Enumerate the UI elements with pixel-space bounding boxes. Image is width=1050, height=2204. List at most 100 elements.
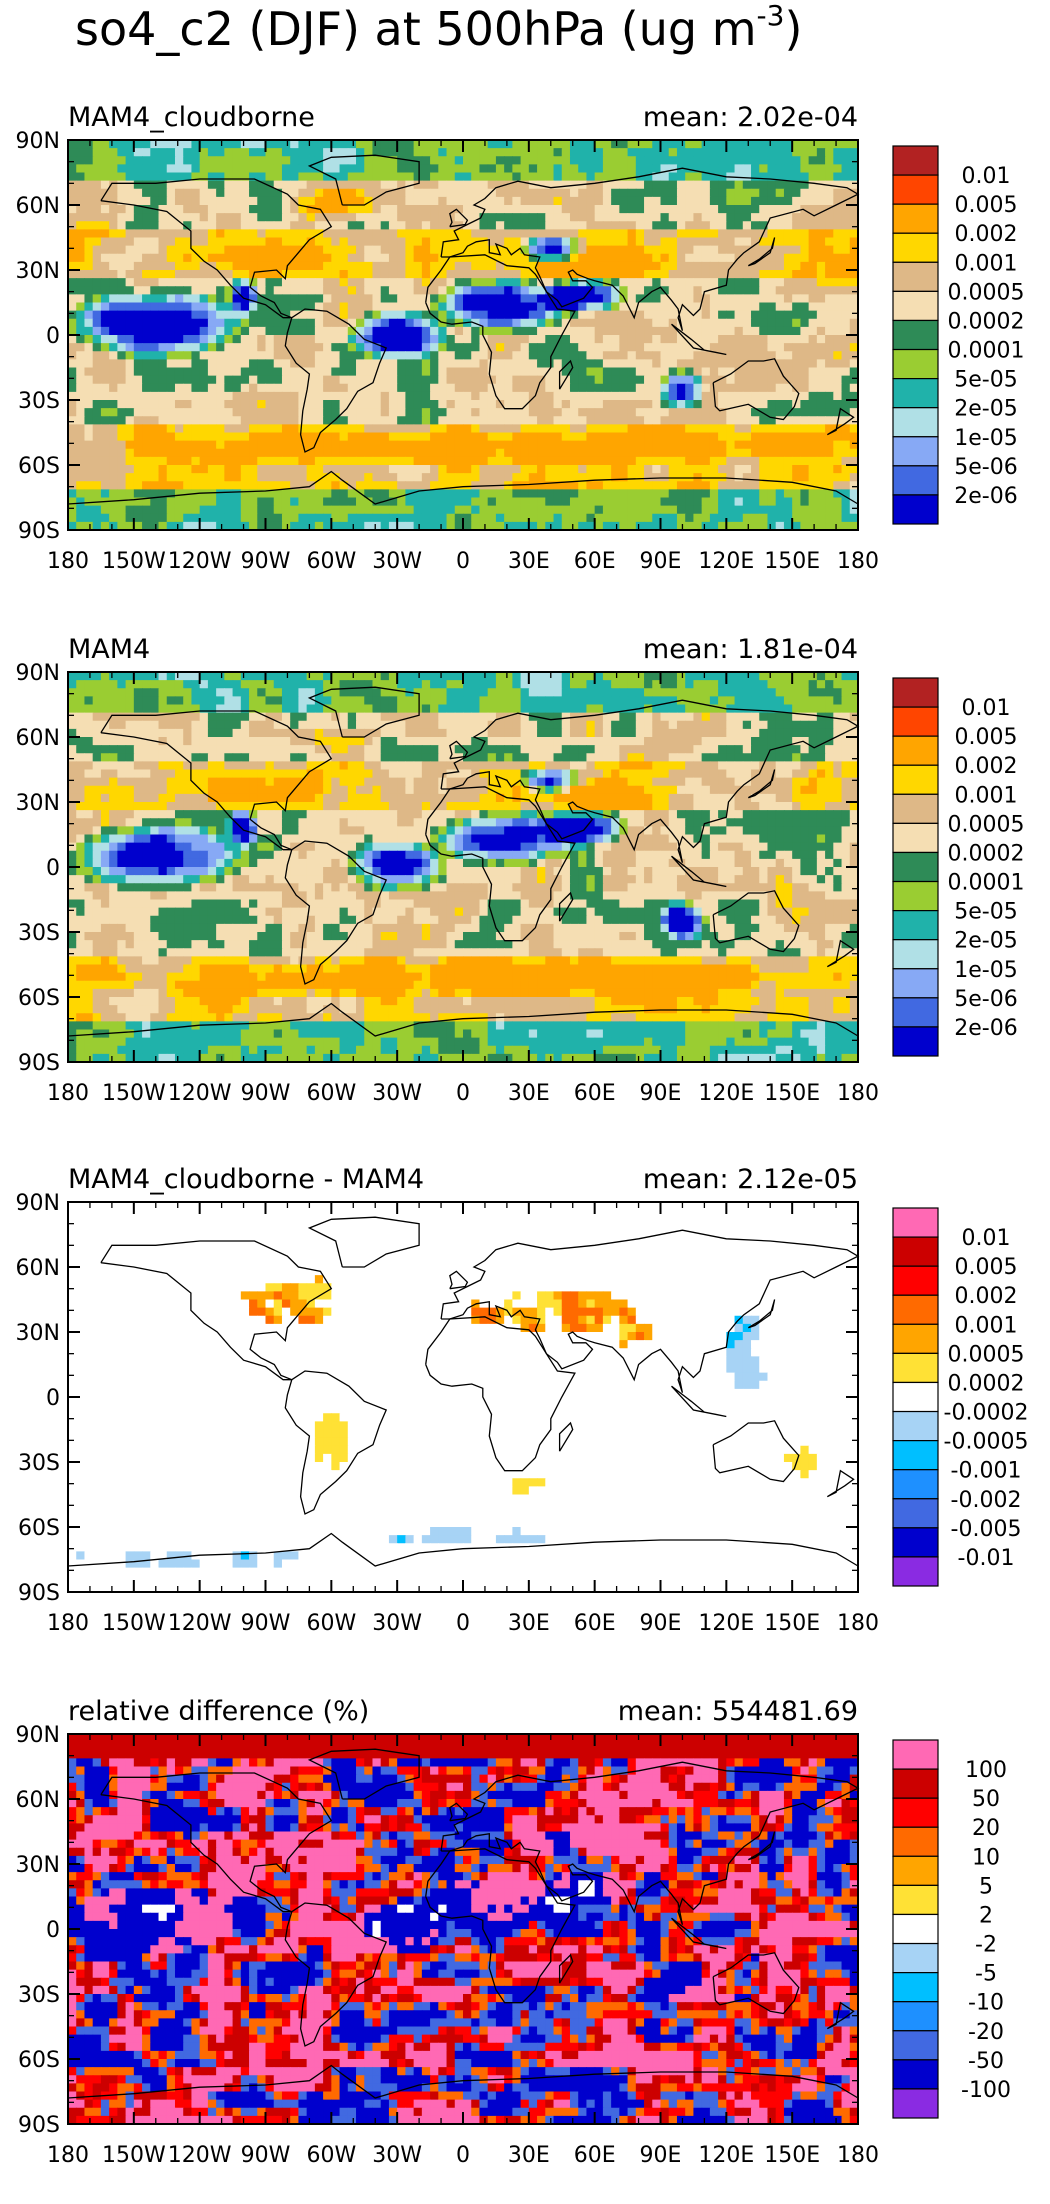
colorbar-label: 100 [965, 1758, 1007, 1783]
colorbar-swatch [893, 998, 938, 1027]
lat-tick-label: 60N [16, 1256, 60, 1281]
lat-tick-label: 30S [18, 921, 60, 946]
colorbar: 0.010.0050.0020.0010.00050.00020.00015e-… [893, 678, 1024, 1056]
colorbar-label: 0.01 [962, 164, 1011, 189]
lat-tick-label: 60S [18, 454, 60, 479]
colorbar-label: 0.001 [955, 783, 1018, 808]
colorbar-swatch [893, 1769, 938, 1798]
lon-tick-label: 150E [764, 2143, 820, 2168]
colorbar-label: 0.01 [962, 696, 1011, 721]
lon-tick-label: 60E [574, 2143, 616, 2168]
lon-tick-label: 60E [574, 1081, 616, 1106]
lat-tick-label: 90S [18, 1581, 60, 1606]
map-panel-3: MAM4_cloudborne - MAM4 mean: 2.12e-05 90N 6… [0, 1152, 1050, 1672]
title-main: so4_c2 (DJF) at 500hPa (ug m [75, 2, 757, 56]
lat-tick-label: 0 [46, 324, 60, 349]
colorbar-swatch [893, 707, 938, 736]
colorbar-swatch [893, 940, 938, 969]
lat-tick-label: 60N [16, 1788, 60, 1813]
lon-tick-label: 180 [837, 1081, 879, 1106]
svg-text:so4_c2 (DJF) at 500hPa (ug m-3: so4_c2 (DJF) at 500hPa (ug m-3) [75, 0, 802, 56]
colorbar-swatch [893, 291, 938, 320]
lon-tick-label: 90E [640, 1081, 682, 1106]
colorbar-label: 2e-06 [954, 1016, 1017, 1041]
colorbar-label: 2e-05 [954, 929, 1017, 954]
colorbar-label: -0.005 [951, 1517, 1022, 1542]
lon-tick-label: 0 [456, 2143, 470, 2168]
colorbar-swatch [893, 1827, 938, 1856]
colorbar-label: 1e-05 [954, 958, 1017, 983]
colorbar-swatch [893, 678, 938, 707]
colorbar-label: 0.0001 [948, 871, 1025, 896]
lon-tick-label: 60E [574, 1611, 616, 1636]
lat-tick-label: 60S [18, 2048, 60, 2073]
colorbar-label: 0.01 [962, 1226, 1011, 1251]
lon-tick-label: 90W [241, 1611, 291, 1636]
colorbar-swatch [893, 437, 938, 466]
lat-tick-label: 90N [16, 1191, 60, 1216]
colorbar-label: 0.005 [955, 193, 1018, 218]
lat-tick-label: 30N [16, 791, 60, 816]
colorbar-label: 0.0002 [948, 309, 1025, 334]
colorbar-swatch [893, 1295, 938, 1324]
lat-tick-label: 30N [16, 1321, 60, 1346]
panel-mean: mean: 2.02e-04 [643, 102, 858, 133]
colorbar-swatch [893, 1412, 938, 1441]
colorbar-label: 0.0002 [948, 841, 1025, 866]
lon-tick-label: 150W [102, 1081, 166, 1106]
lon-tick-label: 150E [764, 549, 820, 574]
lon-tick-label: 120E [698, 1611, 754, 1636]
colorbar-label: 0.0001 [948, 339, 1025, 364]
lon-tick-label: 30W [372, 549, 422, 574]
lon-tick-label: 60W [306, 549, 356, 574]
colorbar-swatch [893, 1382, 938, 1411]
colorbar-swatch [893, 379, 938, 408]
colorbar-swatch [893, 1353, 938, 1382]
colorbar-swatch [893, 495, 938, 524]
colorbar-label: 1e-05 [954, 426, 1017, 451]
colorbar-swatch [893, 852, 938, 881]
lon-tick-label: 0 [456, 549, 470, 574]
lon-tick-label: 60W [306, 1081, 356, 1106]
colorbar-swatch [893, 736, 938, 765]
title-close: ) [784, 2, 802, 56]
colorbar-swatch [893, 1973, 938, 2002]
colorbar-label: 0.005 [955, 725, 1018, 750]
colorbar-swatch [893, 146, 938, 175]
lon-tick-label: 90E [640, 549, 682, 574]
lat-tick-label: 90N [16, 129, 60, 154]
lon-tick-label: 120W [168, 2143, 232, 2168]
lat-tick-label: 90S [18, 519, 60, 544]
panel-mean: mean: 554481.69 [618, 1696, 858, 1727]
lat-tick-label: 60N [16, 194, 60, 219]
colorbar-swatch [893, 1027, 938, 1056]
colorbar-swatch [893, 262, 938, 291]
colorbar-swatch [893, 1914, 938, 1943]
lat-tick-label: 30S [18, 1451, 60, 1476]
colorbar-swatch [893, 911, 938, 940]
colorbar-swatch [893, 2002, 938, 2031]
colorbar-swatch [893, 233, 938, 262]
panel-mean: mean: 2.12e-05 [643, 1164, 858, 1195]
lon-tick-label: 120W [168, 549, 232, 574]
colorbar-label: 20 [972, 1816, 1000, 1841]
colorbar: 0.010.0050.0020.0010.00050.0002-0.0002-0… [893, 1208, 1028, 1586]
colorbar-swatch [893, 204, 938, 233]
colorbar-label: 5 [979, 1874, 993, 1899]
colorbar-swatch [893, 1557, 938, 1586]
lon-tick-label: 120W [168, 1611, 232, 1636]
colorbar-swatch [893, 1441, 938, 1470]
panel-name: MAM4 [68, 634, 150, 665]
colorbar-label: 2 [979, 1903, 993, 1928]
colorbar-label: -100 [961, 2078, 1011, 2103]
colorbar-swatch [893, 1470, 938, 1499]
lon-tick-label: 90E [640, 2143, 682, 2168]
lon-tick-label: 30E [508, 1611, 550, 1636]
colorbar-label: 0.0005 [948, 1342, 1025, 1367]
lon-tick-label: 30W [372, 2143, 422, 2168]
colorbar-swatch [893, 794, 938, 823]
colorbar-label: 2e-06 [954, 484, 1017, 509]
panel-name: MAM4_cloudborne - MAM4 [68, 1164, 424, 1195]
lon-tick-label: 30W [372, 1611, 422, 1636]
